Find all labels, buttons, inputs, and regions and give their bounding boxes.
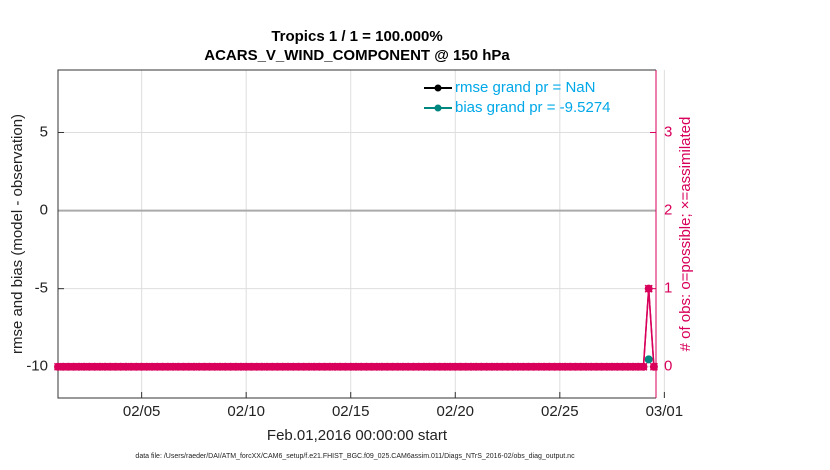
x-axis-label: Feb.01,2016 00:00:00 start xyxy=(267,427,448,444)
y-tick-label: -5 xyxy=(35,280,48,297)
y-tick-label: -10 xyxy=(26,358,48,375)
y2-axis-label: # of obs: o=possible; ×=assimilated xyxy=(677,117,694,352)
y2-tick-label: 3 xyxy=(664,123,672,140)
legend-swatch-marker xyxy=(434,104,442,112)
chart-subtitle: ACARS_V_WIND_COMPONENT @ 150 hPa xyxy=(204,47,510,64)
y2-tick-label: 1 xyxy=(664,280,672,297)
legend-swatch-marker xyxy=(434,84,442,92)
marker-x xyxy=(639,362,648,371)
x-tick-label: 02/25 xyxy=(541,403,579,420)
x-tick-label: 02/15 xyxy=(332,403,370,420)
x-tick-label: 02/05 xyxy=(123,403,161,420)
legend-label: rmse grand pr = NaN xyxy=(455,79,595,96)
chart-title: Tropics 1 / 1 = 100.000% xyxy=(271,28,442,45)
x-tick-label: 03/01 xyxy=(646,403,684,420)
marker-x xyxy=(649,362,658,371)
marker xyxy=(644,355,653,364)
footnote: data file: /Users/raeder/DAI/ATM_forcXX/… xyxy=(135,453,575,460)
y2-tick-label: 0 xyxy=(664,358,672,375)
marker-x xyxy=(644,284,653,293)
y-tick-label: 5 xyxy=(40,123,48,140)
legend-label: bias grand pr = -9.5274 xyxy=(455,99,611,116)
y2-tick-label: 2 xyxy=(664,202,672,219)
y-tick-label: 0 xyxy=(40,202,48,219)
axes-frame xyxy=(57,69,656,399)
x-tick-label: 02/20 xyxy=(436,403,474,420)
y-axis-label: rmse and bias (model - observation) xyxy=(9,114,26,354)
x-tick-label: 02/10 xyxy=(227,403,265,420)
